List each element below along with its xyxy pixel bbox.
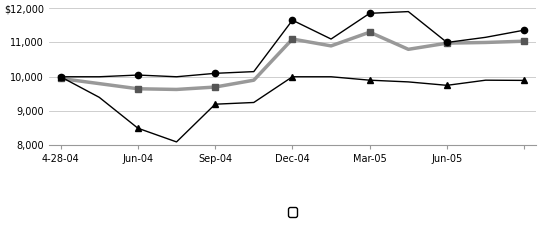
Legend:  [288,208,297,216]
